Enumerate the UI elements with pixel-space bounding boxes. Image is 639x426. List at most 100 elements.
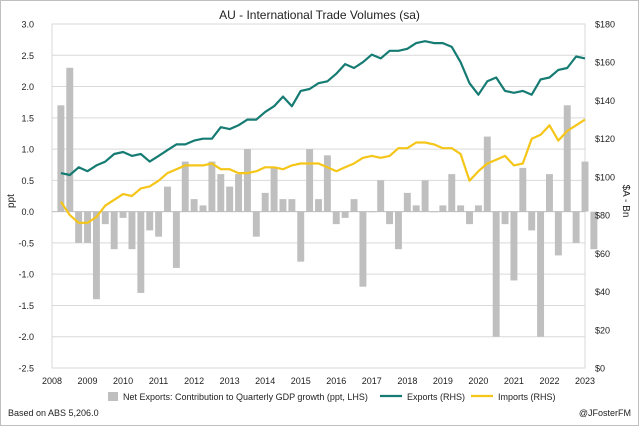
legend-net-exports-swatch <box>108 392 118 401</box>
y-axis-left-label: ppt <box>6 194 17 208</box>
y-right-tick-label: $80 <box>595 211 610 221</box>
x-tick-label: 2020 <box>468 376 488 386</box>
bar <box>57 105 65 212</box>
bar <box>315 199 322 212</box>
bar <box>546 174 553 212</box>
chart-title: AU - International Trade Volumes (sa) <box>219 8 420 22</box>
bar <box>75 211 83 243</box>
line-series <box>59 40 586 224</box>
x-tick-label: 2010 <box>113 376 133 386</box>
bar <box>84 211 91 243</box>
bar <box>323 155 331 212</box>
legend-exports-label: Exports (RHS) <box>407 392 465 402</box>
exports-line <box>60 40 586 177</box>
bar <box>457 205 465 212</box>
bar <box>119 211 127 218</box>
bar <box>181 161 189 212</box>
bar <box>572 211 580 243</box>
bar <box>483 136 491 212</box>
bar <box>155 211 163 237</box>
bar <box>288 199 296 212</box>
x-tick-label: 2019 <box>433 376 453 386</box>
y-right-tick-label: $0 <box>595 364 605 374</box>
x-tick-label: 2011 <box>149 376 168 386</box>
bar <box>279 199 287 212</box>
bar <box>172 211 180 268</box>
y-left-tick-label: 2.0 <box>21 82 34 92</box>
bar <box>492 211 500 337</box>
bar <box>581 161 589 212</box>
legend: Net Exports: Contribution to Quarterly G… <box>108 392 556 402</box>
x-tick-label: 2017 <box>362 376 382 386</box>
legend-imports-label: Imports (RHS) <box>498 392 556 402</box>
bar <box>368 211 376 213</box>
bar <box>243 149 251 212</box>
bar <box>510 211 518 281</box>
bar <box>164 186 171 212</box>
bar <box>421 180 429 212</box>
bar <box>66 67 74 212</box>
bar <box>341 211 349 218</box>
bar <box>590 211 598 250</box>
x-tick-label: 2016 <box>326 376 346 386</box>
x-tick-label: 2014 <box>255 376 275 386</box>
y-left-tick-label: -2.5 <box>18 364 34 374</box>
y-right-tick-label: $60 <box>595 249 610 259</box>
x-tick-label: 2015 <box>291 376 311 386</box>
bar <box>208 161 216 212</box>
x-tick-label: 2018 <box>397 376 417 386</box>
bar <box>101 211 109 225</box>
y-left-tick-label: 0.5 <box>21 176 34 186</box>
axis-ticks: 3.0 2.5 2.0 1.5 1.0 0.5 0.0 -0.5 -1.0 -1.5 -2.0 -2.… <box>18 20 615 387</box>
y-left-tick-label: 2.5 <box>21 51 34 61</box>
bar-series <box>57 67 598 337</box>
bar <box>501 211 509 225</box>
bar <box>394 211 402 250</box>
x-tick-label: 2008 <box>42 376 62 386</box>
bar <box>519 167 527 212</box>
bar <box>377 180 385 212</box>
bar <box>412 205 420 212</box>
bar <box>386 211 394 225</box>
y-axis-right-label: $A - Bn <box>620 185 631 218</box>
bar <box>466 211 473 225</box>
y-right-tick-label: $100 <box>595 172 615 182</box>
x-tick-label: 2023 <box>575 376 595 386</box>
imports-line <box>59 118 586 224</box>
bar <box>137 211 145 293</box>
y-right-tick-label: $160 <box>595 58 615 68</box>
bar <box>563 105 571 212</box>
y-left-tick-label: -2.0 <box>18 332 34 342</box>
x-tick-label: 2022 <box>539 376 559 386</box>
y-right-tick-label: $120 <box>595 134 615 144</box>
source-note: Based on ABS 5,206.0 <box>8 408 99 418</box>
bar <box>217 174 225 212</box>
y-left-tick-label: -0.5 <box>18 238 34 248</box>
bar <box>297 211 305 262</box>
bar <box>359 211 367 287</box>
bar <box>128 211 136 250</box>
bar <box>270 167 278 212</box>
bar <box>226 186 234 212</box>
y-left-tick-label: 3.0 <box>21 20 34 30</box>
bar <box>146 211 154 231</box>
bar <box>554 211 562 256</box>
bar <box>537 211 545 337</box>
y-right-tick-label: $140 <box>595 96 615 106</box>
bar <box>110 211 118 250</box>
y-left-tick-label: -1.5 <box>18 301 34 311</box>
bar <box>92 211 100 300</box>
bar <box>190 199 198 212</box>
author-credit: @JFosterFM <box>578 408 631 418</box>
bar <box>306 149 314 212</box>
x-tick-label: 2009 <box>78 376 98 386</box>
bar <box>448 174 456 212</box>
y-right-tick-label: $40 <box>595 287 610 297</box>
legend-net-exports-label: Net Exports: Contribution to Quarterly G… <box>123 392 368 402</box>
bar <box>528 211 536 231</box>
bar <box>261 192 269 212</box>
x-tick-label: 2021 <box>504 376 524 386</box>
bar <box>439 205 447 212</box>
y-left-tick-label: 1.0 <box>21 145 34 155</box>
